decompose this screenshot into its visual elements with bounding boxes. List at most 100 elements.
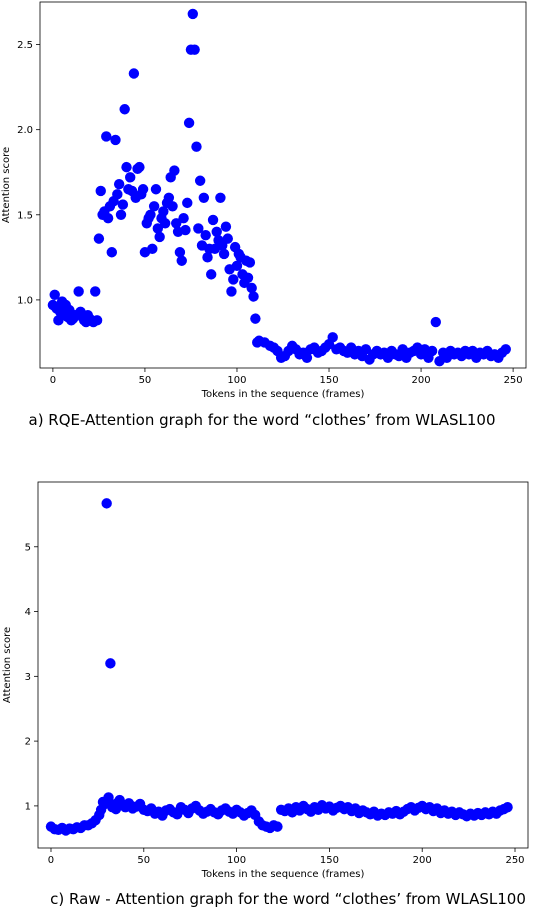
data-point (171, 218, 182, 229)
data-point (106, 247, 118, 258)
chart-panel-c: 0 50 100 150 200 250 1 2 3 4 5 Tokens in the sequen… (0, 470, 552, 914)
plot-frame (39, 1, 527, 369)
data-point (134, 161, 145, 173)
data-point (174, 247, 186, 258)
data-point (502, 801, 513, 813)
data-point (125, 172, 136, 183)
data-point (169, 165, 180, 176)
data-point (154, 231, 165, 243)
data-point (119, 104, 130, 115)
data-point (207, 214, 219, 226)
data-point (102, 213, 114, 224)
data-point (91, 315, 103, 326)
data-point (101, 498, 112, 509)
data-point (137, 184, 149, 195)
x-tick-label: 50 (137, 855, 150, 866)
caption-c: c) Raw - Attention graph for the word “c… (50, 890, 526, 908)
data-points (45, 498, 513, 836)
x-tick-label: 0 (50, 375, 56, 386)
data-point (500, 344, 511, 355)
x-tick-label: 250 (504, 375, 523, 386)
x-tick-label: 200 (413, 855, 432, 866)
data-point (211, 226, 222, 238)
data-point (194, 175, 206, 186)
data-point (117, 199, 129, 210)
data-point (93, 233, 105, 244)
data-point (73, 286, 84, 297)
data-point (218, 248, 230, 260)
data-point (187, 8, 198, 20)
data-point (228, 274, 239, 285)
data-point (95, 185, 106, 197)
data-point (90, 286, 101, 297)
data-point (189, 44, 200, 55)
y-tick-label: 2.5 (17, 40, 33, 51)
data-point (206, 269, 217, 280)
data-point (150, 184, 162, 195)
data-point (244, 257, 256, 268)
x-axis-label: Tokens in the sequence (frames) (201, 389, 365, 400)
data-point (49, 289, 60, 300)
y-axis-label: Attention score (2, 627, 13, 703)
scatter-chart-a: 0 50 100 150 200 250 1.0 1.5 2.0 2.5 Tokens in the… (1, 1, 527, 400)
data-point (426, 345, 438, 357)
data-point (246, 282, 257, 294)
data-point (231, 260, 243, 272)
y-tick-label: 1.0 (17, 295, 33, 306)
data-point (220, 221, 232, 232)
data-point (103, 792, 114, 803)
data-point (430, 316, 441, 328)
caption-a: a) RQE-Attention graph for the word “clo… (28, 411, 496, 429)
x-tick-label: 250 (505, 855, 524, 866)
data-point (167, 201, 178, 212)
data-point (200, 230, 211, 241)
x-axis-label: Tokens in the sequence (frames) (201, 869, 365, 880)
data-point (222, 233, 233, 244)
data-point (182, 197, 193, 209)
data-point (180, 224, 191, 236)
data-point (105, 658, 116, 669)
x-tick-label: 0 (48, 855, 54, 866)
data-point (159, 218, 171, 229)
data-point (202, 252, 213, 263)
x-tick-label: 50 (139, 375, 152, 386)
x-tick-label: 100 (227, 855, 246, 866)
x-tick-label: 150 (320, 855, 339, 866)
y-tick-label: 4 (25, 607, 31, 618)
data-point (101, 131, 112, 142)
data-point (148, 201, 160, 212)
data-point (178, 213, 189, 224)
data-point (272, 821, 283, 832)
data-point (176, 255, 187, 266)
scatter-chart-c: 0 50 100 150 200 250 1 2 3 4 5 Tokens in the sequen… (2, 481, 529, 880)
y-tick-label: 2.0 (17, 125, 33, 136)
y-tick-label: 1.5 (17, 210, 33, 221)
data-point (113, 178, 125, 190)
data-point (193, 223, 204, 234)
data-point (145, 209, 156, 220)
data-point (215, 192, 226, 203)
y-axis-label: Attention score (1, 147, 12, 223)
x-tick-label: 200 (412, 375, 431, 386)
data-point (152, 223, 164, 234)
data-point (301, 352, 313, 363)
data-point (128, 68, 140, 79)
data-point (226, 286, 237, 297)
data-point (327, 332, 338, 343)
y-tick-label: 2 (25, 737, 31, 748)
y-tick-label: 1 (25, 801, 31, 812)
data-point (242, 272, 254, 283)
data-point (121, 161, 132, 173)
y-tick-label: 5 (25, 542, 31, 553)
x-tick-label: 100 (227, 375, 246, 386)
data-point (147, 243, 158, 255)
data-points (47, 8, 511, 367)
chart-panel-a: 0 50 100 150 200 250 1.0 1.5 2.0 2.5 Tokens in the… (0, 0, 552, 440)
data-point (115, 209, 127, 220)
data-point (191, 141, 202, 152)
data-point (250, 313, 261, 324)
data-point (248, 291, 259, 302)
x-tick-label: 150 (319, 375, 338, 386)
data-point (198, 192, 210, 203)
data-point (163, 192, 175, 203)
